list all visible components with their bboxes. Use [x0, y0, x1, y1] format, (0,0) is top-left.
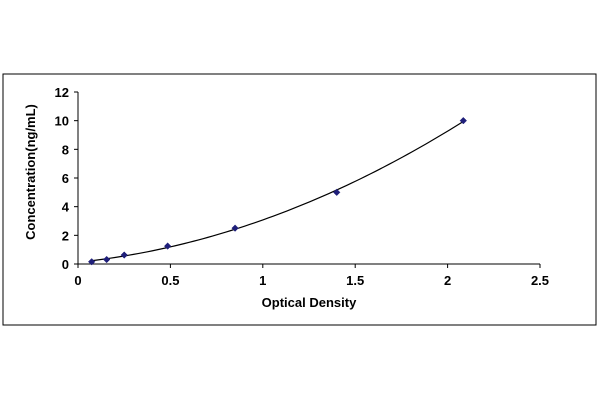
y-tick-label: 12: [55, 85, 69, 100]
x-tick-label: 1: [259, 273, 266, 288]
x-axis-title: Optical Density: [262, 295, 357, 310]
y-tick-label: 2: [62, 228, 69, 243]
y-tick-label: 4: [62, 200, 70, 215]
data-point-marker: [333, 188, 341, 196]
data-point-marker: [120, 251, 128, 259]
plot-area: 0 0.5 1 1.5 2 2.5 0 2 4 6 8 10 12: [55, 85, 550, 288]
y-tick-label: 8: [62, 142, 69, 157]
data-point-marker: [231, 224, 239, 232]
data-point-marker: [102, 255, 111, 264]
data-points: [88, 117, 467, 266]
x-tick-label: 2.5: [531, 273, 549, 288]
fitted-curve: [91, 120, 464, 262]
y-axis-ticks: 0 2 4 6 8 10 12: [55, 85, 78, 272]
chart-frame: [2, 73, 597, 326]
x-tick-label: 2: [444, 273, 451, 288]
x-tick-label: 0.5: [161, 273, 179, 288]
data-point-marker: [88, 258, 96, 266]
data-point-marker: [459, 117, 467, 125]
x-tick-label: 0: [74, 273, 81, 288]
data-point-marker: [163, 242, 172, 250]
y-tick-label: 10: [55, 114, 69, 129]
y-tick-label: 0: [62, 257, 69, 272]
x-axis-ticks: 0 0.5 1 1.5 2 2.5: [74, 264, 549, 288]
x-tick-label: 1.5: [346, 273, 364, 288]
y-axis-title: Concentration(ng/mL): [23, 104, 38, 240]
y-tick-label: 6: [62, 171, 69, 186]
